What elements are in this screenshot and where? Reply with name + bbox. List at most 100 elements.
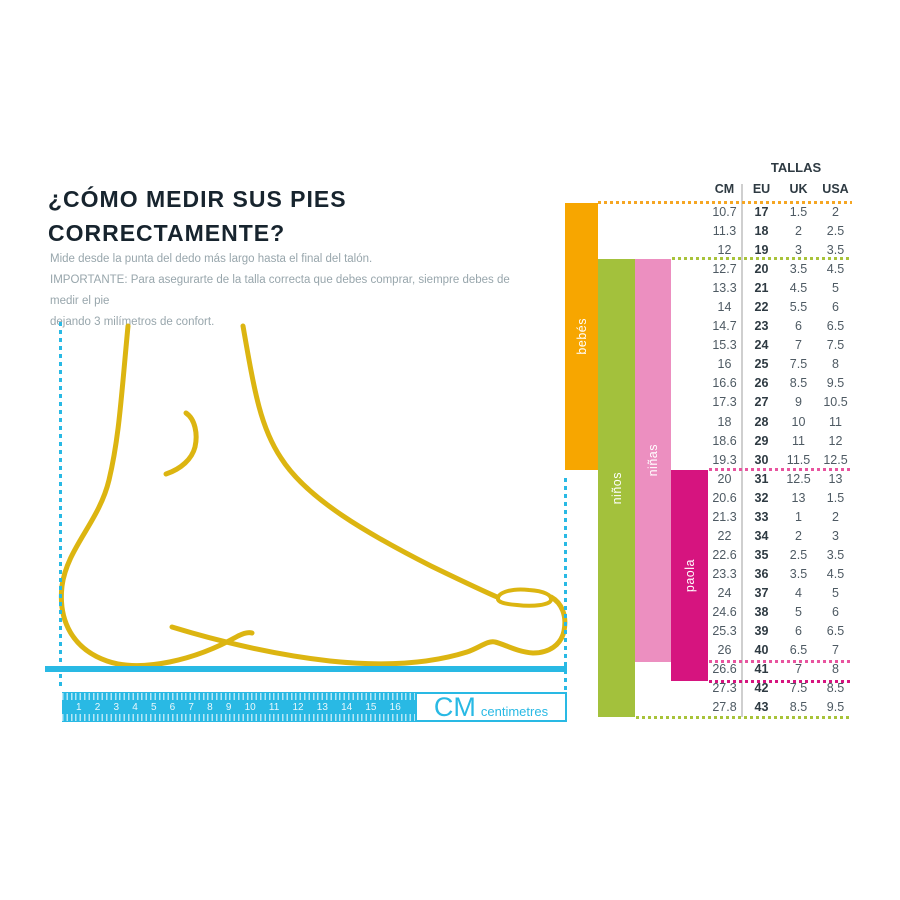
size-cell: 20.6 — [712, 490, 737, 505]
size-cell: 17.3 — [712, 395, 737, 410]
size-cell: 18.6 — [712, 433, 737, 448]
ruler-unit-sublabel: centimetres — [480, 704, 549, 719]
size-cell: 4.5 — [826, 262, 845, 277]
size-row: 25.3 39 6 6.5 — [706, 622, 854, 641]
size-cell: 20 — [717, 471, 732, 486]
ruler-number: 5 — [150, 701, 157, 713]
size-cell: 27.3 — [712, 681, 737, 696]
size-cell: 35 — [754, 547, 769, 562]
size-cell: 8.5 — [789, 700, 808, 715]
size-cell: 7 — [795, 662, 802, 677]
size-row: 24.6 38 5 6 — [706, 603, 854, 622]
page-title: ¿CÓMO MEDIR SUS PIES CORRECTAMENTE? — [48, 182, 528, 250]
size-cell: 6 — [795, 319, 802, 334]
size-row: 18 28 10 11 — [706, 413, 854, 432]
ruler-number: 12 — [292, 701, 304, 713]
group-bar-paola: paola — [671, 470, 708, 681]
size-row: 27.3 42 7.5 8.5 — [706, 679, 854, 698]
heel-guide-dashed-line — [59, 322, 62, 690]
size-cell: 18 — [717, 414, 732, 429]
size-cell: 3.5 — [789, 566, 808, 581]
size-row: 11.3 18 2 2.5 — [706, 222, 854, 241]
size-cell: 24 — [717, 585, 732, 600]
ruler-number: 7 — [188, 701, 194, 713]
foot-ankle-line — [163, 410, 199, 477]
size-cell: 7.5 — [789, 681, 808, 696]
size-cell: 3 — [795, 243, 802, 258]
size-cell: 30 — [754, 452, 769, 467]
size-row: 17.3 27 9 10.5 — [706, 393, 854, 412]
size-cell: 4 — [795, 585, 802, 600]
size-cell: 3.5 — [826, 243, 845, 258]
size-cell: 2 — [795, 224, 802, 239]
ruler-number: 8 — [207, 701, 213, 713]
size-cell: 6 — [832, 604, 839, 619]
measuring-instructions: Mide desde la punta del dedo más largo h… — [50, 249, 520, 333]
size-cell: 39 — [754, 624, 769, 639]
size-cell: 7 — [832, 643, 839, 658]
cm-ruler: 1 2 3 4 5 6 7 8 9 10 11 12 13 14 15 16 — [62, 692, 415, 722]
size-cell: 13.3 — [712, 281, 737, 296]
size-row: 10.7 17 1.5 2 — [706, 203, 854, 222]
column-header-usa: USA — [822, 182, 849, 196]
size-cell: 21 — [754, 281, 769, 296]
size-cell: 5 — [832, 281, 839, 296]
size-cell: 31 — [754, 471, 769, 486]
size-cell: 7.5 — [789, 357, 808, 372]
group-label-ninos: niños — [609, 471, 624, 505]
foot-sole-line — [169, 594, 568, 667]
ruler-number: 2 — [94, 701, 101, 713]
size-cell: 42 — [754, 681, 769, 696]
instruction-line: Mide desde la punta del dedo más largo h… — [50, 253, 373, 265]
size-cell: 13 — [791, 490, 806, 505]
size-cell: 16 — [717, 357, 732, 372]
size-cell: 12.7 — [712, 262, 737, 277]
size-cell: 7.5 — [826, 338, 845, 353]
page-title-line2: CORRECTAMENTE? — [48, 220, 286, 246]
size-cell: 8 — [832, 357, 839, 372]
foot-heel-line — [58, 323, 255, 669]
foot-toenail — [495, 587, 554, 608]
size-cell: 41 — [754, 662, 769, 677]
size-row: 15.3 24 7 7.5 — [706, 336, 854, 355]
size-cell: 33 — [754, 509, 769, 524]
size-table-header: CM EU UK USA — [706, 182, 854, 196]
size-cell: 12.5 — [786, 471, 811, 486]
size-cell: 3.5 — [826, 547, 845, 562]
size-cell: 11 — [792, 433, 805, 448]
separator-ninos-end — [636, 716, 852, 719]
size-row: 12.7 20 3.5 4.5 — [706, 260, 854, 279]
size-cell: 27.8 — [712, 700, 737, 715]
size-cell: 8.5 — [826, 681, 845, 696]
size-row: 26.6 41 7 8 — [706, 660, 854, 679]
size-cell: 5 — [795, 604, 802, 619]
size-cell: 15.3 — [712, 338, 737, 353]
size-cell: 9.5 — [826, 376, 845, 391]
size-row: 14 22 5.5 6 — [706, 298, 854, 317]
size-cell: 19.3 — [712, 452, 737, 467]
size-row: 24 37 4 5 — [706, 584, 854, 603]
size-cell: 40 — [754, 643, 769, 658]
size-cell: 5.5 — [789, 300, 808, 315]
size-cell: 11 — [829, 414, 842, 429]
size-cell: 3.5 — [789, 262, 808, 277]
size-cell: 10.7 — [712, 205, 737, 219]
size-row: 18.6 29 11 12 — [706, 432, 854, 451]
size-cell: 14 — [717, 300, 732, 315]
size-row: 13.3 21 4.5 5 — [706, 279, 854, 298]
foot-instep-line — [240, 323, 500, 600]
instruction-line: dejando 3 milímetros de confort. — [50, 316, 215, 328]
size-cell: 6.5 — [826, 319, 845, 334]
size-cell: 3 — [832, 528, 839, 543]
size-cell: 7 — [795, 338, 802, 353]
size-row: 19.3 30 11.5 12.5 — [706, 451, 854, 470]
ruler-number: 14 — [341, 701, 353, 713]
size-cell: 1.5 — [826, 490, 845, 505]
size-cell: 12 — [828, 433, 843, 448]
size-row: 27.8 43 8.5 9.5 — [706, 698, 854, 717]
separator-bebes-start — [598, 201, 852, 204]
group-bar-ninos: niños — [598, 259, 635, 717]
size-row: 23.3 36 3.5 4.5 — [706, 565, 854, 584]
page-title-line1: ¿CÓMO MEDIR SUS PIES — [48, 186, 347, 212]
size-cell: 25 — [754, 357, 769, 372]
